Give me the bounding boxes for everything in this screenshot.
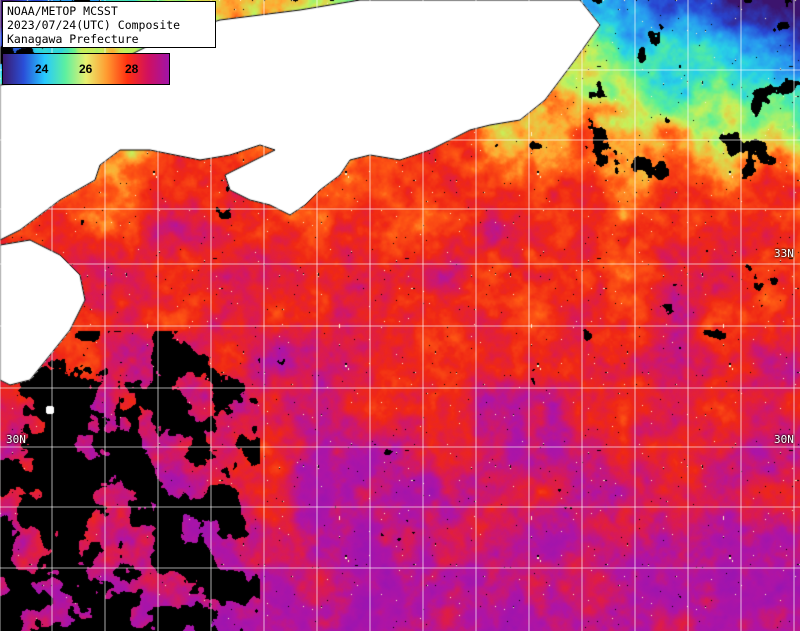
lat-label-30n-right: 30N [774, 433, 794, 446]
colorbar-tick-28: 28 [125, 62, 139, 76]
title-source: NOAA/METOP MCSST [7, 4, 118, 18]
title-date: 2023/07/24(UTC) Composite [7, 18, 181, 32]
map-title-box: NOAA/METOP MCSST 2023/07/24(UTC) Composi… [2, 1, 216, 48]
lat-label-30n-left: 30N [6, 433, 26, 446]
title-region: Kanagawa Prefecture [7, 32, 139, 46]
lat-label-33n-right: 33N [774, 247, 794, 260]
colorbar-tick-26: 26 [79, 62, 93, 76]
colorbar-tick-24: 24 [35, 62, 49, 76]
temperature-colorbar: 24 26 28 [2, 53, 170, 85]
